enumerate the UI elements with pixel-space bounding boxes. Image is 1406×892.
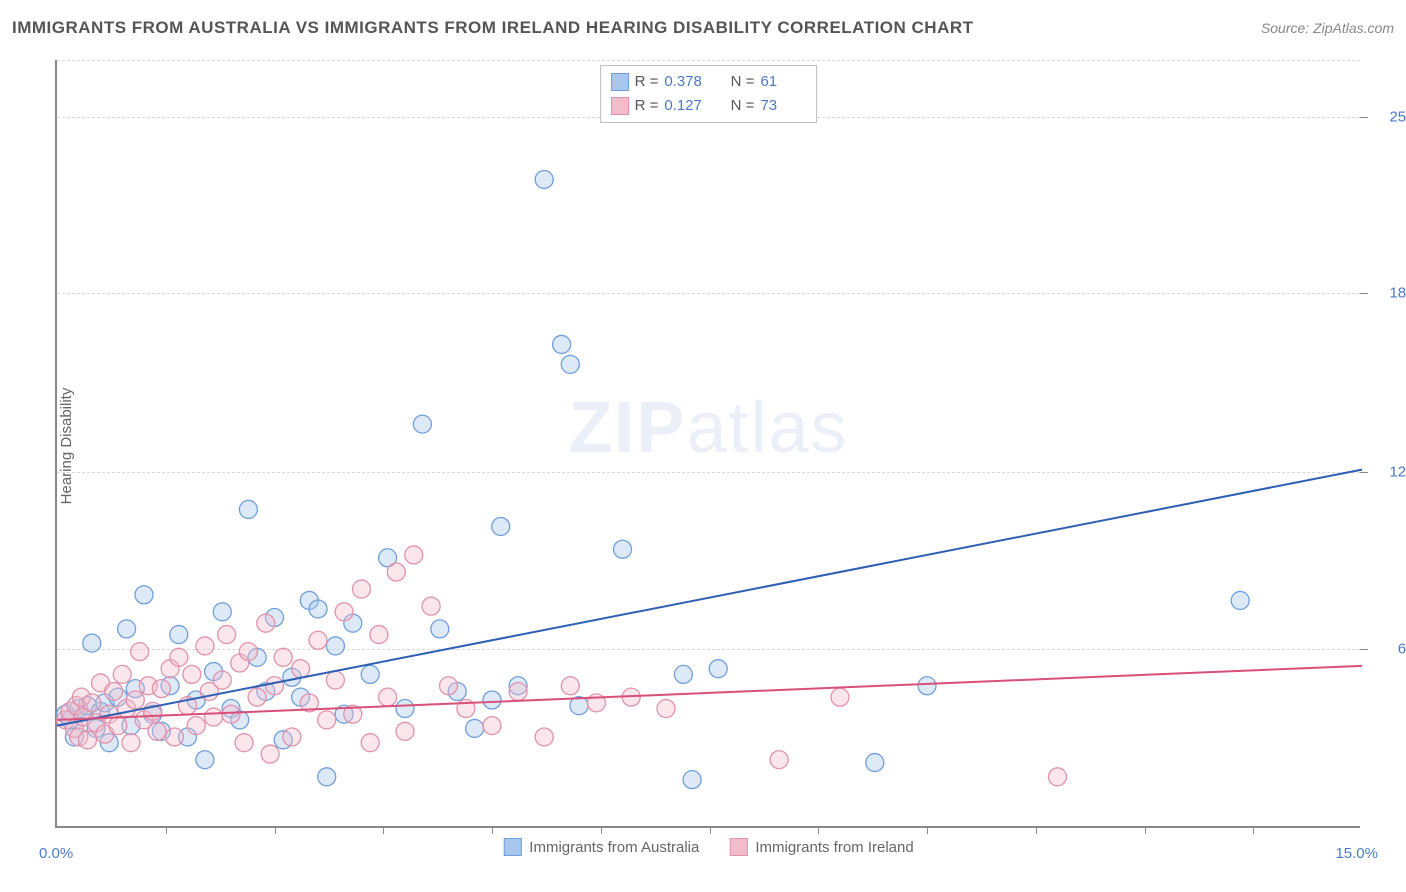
y-tick-label: 25.0% (1372, 108, 1406, 125)
plot-area: ZIPatlas 6.3%12.5%18.8%25.0% R = 0.378 N… (55, 60, 1360, 828)
data-point (1231, 591, 1249, 609)
data-point (674, 665, 692, 683)
data-point (466, 719, 484, 737)
stats-legend-row: R = 0.127 N = 73 (611, 94, 807, 118)
data-point (266, 677, 284, 695)
data-point (370, 626, 388, 644)
data-point (213, 671, 231, 689)
data-point (326, 637, 344, 655)
legend-swatch (611, 73, 629, 91)
legend-swatch (503, 838, 521, 856)
data-point (196, 637, 214, 655)
stats-legend: R = 0.378 N = 61R = 0.127 N = 73 (600, 65, 818, 123)
data-point (239, 500, 257, 518)
data-point (326, 671, 344, 689)
data-point (274, 648, 292, 666)
data-point (318, 711, 336, 729)
data-point (535, 728, 553, 746)
data-point (78, 731, 96, 749)
scatter-plot-svg (57, 60, 1360, 826)
data-point (831, 688, 849, 706)
data-point (205, 708, 223, 726)
data-point (483, 717, 501, 735)
data-point (553, 335, 571, 353)
data-point (318, 768, 336, 786)
x-axis-max-label: 15.0% (1335, 845, 1378, 862)
data-point (222, 705, 240, 723)
legend-swatch (611, 97, 629, 115)
data-point (292, 660, 310, 678)
data-point (118, 620, 136, 638)
data-point (122, 734, 140, 752)
data-point (440, 677, 458, 695)
data-point (309, 631, 327, 649)
data-point (165, 728, 183, 746)
data-point (248, 688, 266, 706)
data-point (918, 677, 936, 695)
data-point (239, 643, 257, 661)
y-tick-label: 6.3% (1372, 640, 1406, 657)
series-legend-item: Immigrants from Australia (503, 838, 699, 856)
data-point (183, 665, 201, 683)
data-point (361, 734, 379, 752)
data-point (283, 728, 301, 746)
y-tick-label: 12.5% (1372, 464, 1406, 481)
data-point (152, 680, 170, 698)
series-legend-item: Immigrants from Ireland (729, 838, 913, 856)
series-legend: Immigrants from Australia Immigrants from… (503, 838, 913, 856)
data-point (614, 540, 632, 558)
data-point (866, 754, 884, 772)
data-point (396, 700, 414, 718)
legend-swatch (729, 838, 747, 856)
data-point (561, 355, 579, 373)
x-axis-min-label: 0.0% (39, 845, 73, 862)
y-tick-label: 18.8% (1372, 285, 1406, 302)
data-point (422, 597, 440, 615)
data-point (213, 603, 231, 621)
data-point (335, 603, 353, 621)
data-point (83, 694, 101, 712)
data-point (561, 677, 579, 695)
data-point (196, 751, 214, 769)
data-point (135, 586, 153, 604)
data-point (657, 700, 675, 718)
data-point (83, 634, 101, 652)
data-point (379, 688, 397, 706)
data-point (353, 580, 371, 598)
data-point (535, 170, 553, 188)
data-point (105, 682, 123, 700)
data-point (170, 648, 188, 666)
data-point (235, 734, 253, 752)
data-point (709, 660, 727, 678)
data-point (387, 563, 405, 581)
data-point (509, 682, 527, 700)
data-point (1049, 768, 1067, 786)
data-point (483, 691, 501, 709)
data-point (431, 620, 449, 638)
data-point (109, 717, 127, 735)
data-point (396, 722, 414, 740)
source-attribution: Source: ZipAtlas.com (1261, 20, 1394, 36)
data-point (113, 665, 131, 683)
data-point (218, 626, 236, 644)
data-point (683, 771, 701, 789)
data-point (405, 546, 423, 564)
data-point (492, 517, 510, 535)
data-point (148, 722, 166, 740)
data-point (261, 745, 279, 763)
stats-legend-row: R = 0.378 N = 61 (611, 70, 807, 94)
data-point (187, 717, 205, 735)
data-point (170, 626, 188, 644)
data-point (131, 643, 149, 661)
data-point (126, 691, 144, 709)
data-point (257, 614, 275, 632)
data-point (413, 415, 431, 433)
data-point (361, 665, 379, 683)
data-point (309, 600, 327, 618)
data-point (770, 751, 788, 769)
chart-title: IMMIGRANTS FROM AUSTRALIA VS IMMIGRANTS … (12, 18, 974, 38)
